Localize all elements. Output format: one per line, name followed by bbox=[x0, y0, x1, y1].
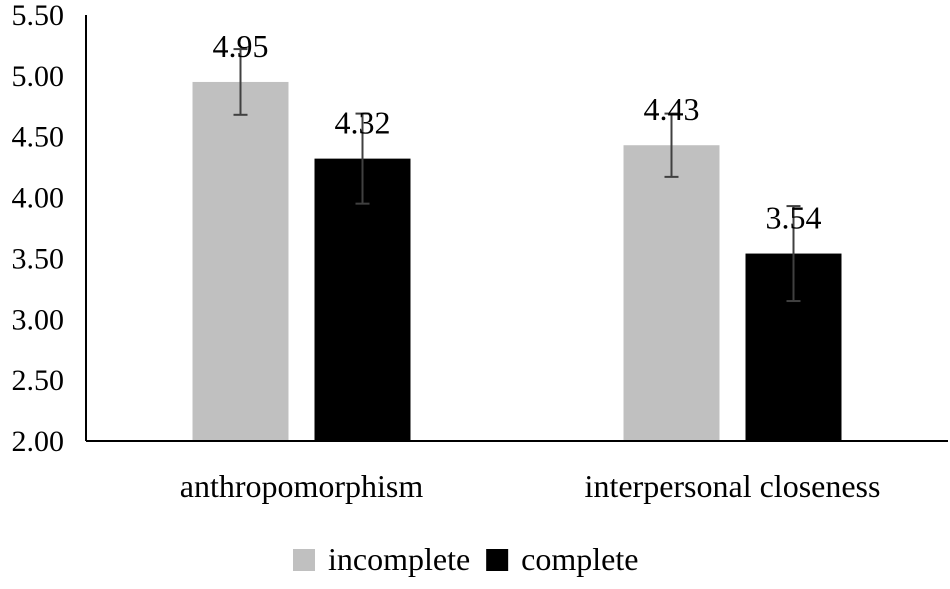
y-tick-label: 5.00 bbox=[12, 60, 65, 93]
y-tick-label: 2.00 bbox=[12, 425, 65, 458]
error-bar bbox=[233, 48, 248, 116]
error-bar bbox=[664, 112, 679, 178]
y-axis-tick-labels: 2.00 2.50 3.00 3.50 4.00 4.50 5.00 5.50 bbox=[12, 0, 65, 458]
y-tick-label: 4.50 bbox=[12, 121, 65, 154]
error-bar bbox=[786, 205, 801, 303]
error-bars bbox=[233, 48, 801, 303]
data-label: 4.95 bbox=[213, 28, 269, 64]
data-label: 4.32 bbox=[335, 105, 391, 141]
bar-complete-0 bbox=[314, 158, 411, 441]
y-tick-label: 4.00 bbox=[12, 182, 65, 215]
y-tick-label: 3.50 bbox=[12, 242, 65, 275]
y-tick-label: 2.50 bbox=[12, 364, 65, 397]
legend-swatch-incomplete bbox=[293, 549, 315, 571]
bars bbox=[192, 81, 842, 441]
legend: incomplete complete bbox=[293, 541, 638, 577]
legend-label: complete bbox=[521, 541, 638, 577]
category-label: anthropomorphism bbox=[180, 468, 424, 504]
legend-swatch-complete bbox=[486, 549, 509, 571]
data-labels: 4.95 4.32 4.43 3.54 bbox=[213, 28, 822, 236]
data-label: 4.43 bbox=[644, 91, 700, 127]
error-bar bbox=[355, 112, 370, 205]
x-axis-category-labels: anthropomorphism interpersonal closeness bbox=[180, 468, 881, 504]
data-label: 3.54 bbox=[766, 200, 822, 236]
y-tick-label: 5.50 bbox=[12, 0, 65, 32]
legend-label: incomplete bbox=[328, 541, 470, 577]
category-label: interpersonal closeness bbox=[585, 468, 881, 504]
bar-incomplete-0 bbox=[192, 81, 289, 441]
y-tick-label: 3.00 bbox=[12, 303, 65, 336]
bar-incomplete-1 bbox=[623, 145, 720, 441]
